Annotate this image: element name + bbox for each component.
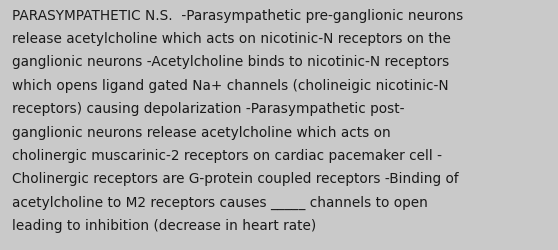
Text: leading to inhibition (decrease in heart rate): leading to inhibition (decrease in heart… — [12, 218, 316, 232]
Text: Cholinergic receptors are G-protein coupled receptors -Binding of: Cholinergic receptors are G-protein coup… — [12, 172, 459, 185]
Text: acetylcholine to M2 receptors causes _____ channels to open: acetylcholine to M2 receptors causes ___… — [12, 195, 428, 209]
Text: receptors) causing depolarization -Parasympathetic post-: receptors) causing depolarization -Paras… — [12, 102, 405, 116]
Text: cholinergic muscarinic-2 receptors on cardiac pacemaker cell -: cholinergic muscarinic-2 receptors on ca… — [12, 148, 442, 162]
Text: release acetylcholine which acts on nicotinic-N receptors on the: release acetylcholine which acts on nico… — [12, 32, 451, 46]
Text: ganglionic neurons release acetylcholine which acts on: ganglionic neurons release acetylcholine… — [12, 125, 391, 139]
Text: PARASYMPATHETIC N.S.  -Parasympathetic pre-ganglionic neurons: PARASYMPATHETIC N.S. -Parasympathetic pr… — [12, 9, 464, 23]
Text: which opens ligand gated Na+ channels (cholineigic nicotinic-N: which opens ligand gated Na+ channels (c… — [12, 78, 449, 92]
Text: ganglionic neurons -Acetylcholine binds to nicotinic-N receptors: ganglionic neurons -Acetylcholine binds … — [12, 55, 450, 69]
